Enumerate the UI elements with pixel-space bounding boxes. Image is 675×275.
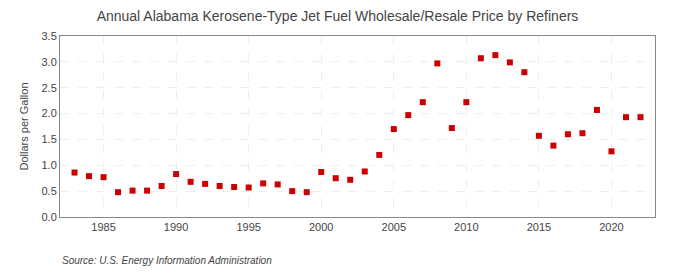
- svg-text:1995: 1995: [236, 221, 260, 233]
- svg-text:1985: 1985: [91, 221, 115, 233]
- svg-text:2.5: 2.5: [42, 82, 57, 94]
- svg-text:0.0: 0.0: [42, 211, 57, 223]
- svg-text:2020: 2020: [599, 221, 623, 233]
- svg-text:3.0: 3.0: [42, 56, 57, 68]
- svg-text:0.5: 0.5: [42, 185, 57, 197]
- svg-text:2005: 2005: [382, 221, 406, 233]
- svg-text:2010: 2010: [454, 221, 478, 233]
- svg-text:2015: 2015: [527, 221, 551, 233]
- svg-text:Dollars per Gallon: Dollars per Gallon: [18, 82, 30, 170]
- svg-text:3.5: 3.5: [42, 30, 57, 42]
- svg-text:1.0: 1.0: [42, 159, 57, 171]
- svg-text:1.5: 1.5: [42, 133, 57, 145]
- svg-text:1990: 1990: [164, 221, 188, 233]
- svg-text:Source: U.S. Energy Informatio: Source: U.S. Energy Information Administ…: [62, 255, 272, 266]
- svg-text:Annual Alabama Kerosene-Type J: Annual Alabama Kerosene-Type Jet Fuel Wh…: [97, 8, 579, 24]
- svg-text:2000: 2000: [309, 221, 333, 233]
- svg-text:2.0: 2.0: [42, 107, 57, 119]
